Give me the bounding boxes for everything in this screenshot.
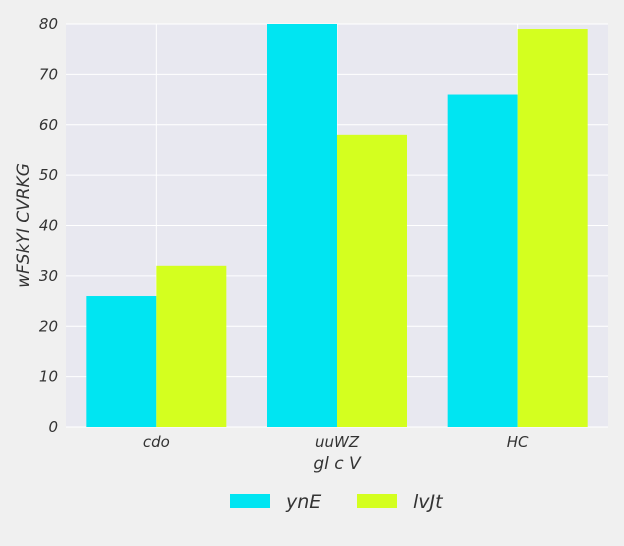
x-tick-labels: cdo uuWZ HC [143, 433, 529, 451]
legend-label-ynE: ynE [285, 491, 321, 513]
bars [86, 24, 588, 428]
bar-ynE-uuWZ [267, 24, 337, 427]
y-tick-label: 60 [39, 116, 58, 134]
bar-lvJt-cdo [156, 265, 227, 427]
legend: ynE lvJt [230, 491, 444, 513]
bar-ynE-HC [447, 94, 518, 428]
y-tick-label: 80 [39, 15, 58, 33]
y-axis-label: wFSkYI CVRKG [14, 163, 34, 288]
bar-lvJt-uuWZ [337, 134, 407, 427]
y-tick-label: 70 [39, 65, 58, 83]
legend-swatch-ynE [230, 494, 270, 508]
y-tick-label: 10 [39, 368, 58, 386]
y-tick-label: 0 [48, 418, 58, 436]
bar-lvJt-HC [517, 29, 588, 427]
legend-swatch-lvJt [357, 494, 397, 508]
x-axis-label: gl c V [313, 454, 362, 474]
bar-ynE-cdo [86, 296, 157, 427]
y-tick-labels: 0 10 20 30 40 50 60 70 80 [39, 15, 58, 436]
y-tick-label: 30 [39, 267, 58, 285]
y-tick-label: 50 [39, 166, 58, 184]
x-tick-label: HC [507, 433, 529, 451]
y-tick-label: 40 [39, 217, 58, 235]
y-tick-label: 20 [39, 317, 58, 335]
x-tick-label: uuWZ [315, 433, 360, 451]
legend-label-lvJt: lvJt [413, 491, 444, 513]
x-tick-label: cdo [143, 433, 170, 451]
